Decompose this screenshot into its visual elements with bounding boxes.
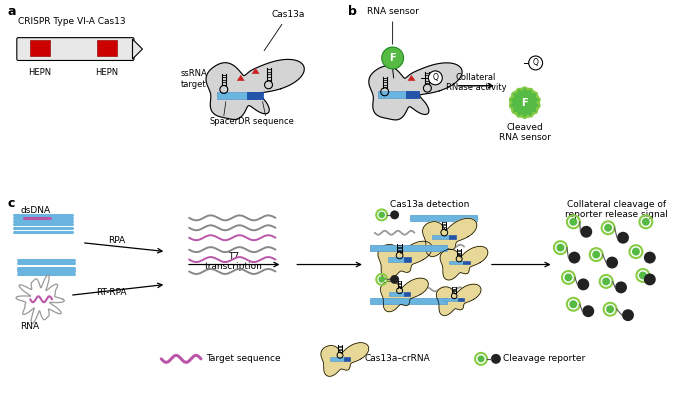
Polygon shape [440, 246, 488, 280]
Circle shape [577, 278, 589, 290]
Circle shape [639, 271, 647, 279]
Bar [329, 357, 344, 361]
Circle shape [569, 218, 577, 226]
Text: Cas13a detection: Cas13a detection [390, 200, 469, 209]
Circle shape [580, 226, 593, 238]
Text: HEPN: HEPN [95, 68, 119, 77]
FancyBboxPatch shape [17, 38, 134, 60]
Circle shape [382, 47, 403, 69]
Circle shape [606, 305, 614, 313]
Text: c: c [8, 197, 15, 210]
Bar [445, 297, 458, 301]
Circle shape [615, 281, 627, 293]
Circle shape [602, 277, 610, 285]
Text: T7
transcription: T7 transcription [205, 252, 263, 271]
Circle shape [569, 252, 580, 263]
Text: Collateral cleavage of
reporter release signal: Collateral cleavage of reporter release … [564, 200, 667, 219]
Text: CRISPR Type VI-A Cas13: CRISPR Type VI-A Cas13 [18, 17, 126, 26]
Text: RNA sensor: RNA sensor [366, 7, 419, 44]
Bar [370, 245, 447, 250]
Text: F: F [389, 53, 396, 63]
Circle shape [617, 232, 629, 244]
Text: HEPN: HEPN [29, 68, 51, 77]
Bar [217, 92, 257, 99]
Text: Q: Q [432, 73, 438, 82]
Polygon shape [423, 218, 477, 256]
Circle shape [642, 218, 650, 226]
Circle shape [593, 250, 600, 259]
Circle shape [512, 90, 538, 116]
Text: RT-RPA: RT-RPA [97, 288, 127, 297]
Bar [403, 292, 410, 296]
Text: RPA: RPA [108, 236, 125, 245]
Polygon shape [321, 343, 369, 376]
Polygon shape [436, 284, 481, 316]
Circle shape [632, 248, 640, 256]
Polygon shape [380, 278, 428, 312]
Text: dsDNA: dsDNA [21, 206, 51, 215]
Bar [406, 91, 419, 98]
Circle shape [491, 354, 501, 364]
Circle shape [644, 252, 656, 263]
Text: Cas13a–crRNA: Cas13a–crRNA [365, 354, 431, 363]
Text: Cleavage reporter: Cleavage reporter [503, 354, 585, 363]
Text: Collateral
RNase activity: Collateral RNase activity [446, 73, 506, 92]
Circle shape [390, 211, 399, 219]
Polygon shape [378, 241, 432, 279]
Circle shape [378, 212, 385, 218]
Polygon shape [510, 87, 540, 118]
Text: Cas13a: Cas13a [264, 10, 305, 51]
Bar [449, 261, 463, 264]
Bar [463, 261, 470, 264]
Polygon shape [206, 59, 304, 119]
Circle shape [529, 56, 543, 70]
Bar [449, 235, 456, 239]
Bar [247, 92, 262, 99]
Text: b: b [348, 6, 357, 18]
Bar [377, 91, 416, 98]
Bar [388, 258, 404, 261]
Text: Spacer: Spacer [210, 117, 238, 126]
Text: a: a [8, 6, 16, 18]
Text: Cleaved
RNA sensor: Cleaved RNA sensor [499, 122, 551, 142]
Bar [389, 292, 403, 296]
Bar [432, 235, 449, 239]
Bar [410, 215, 477, 221]
Bar [370, 298, 447, 304]
Text: F: F [521, 98, 528, 108]
Bar [344, 357, 351, 361]
Circle shape [516, 94, 534, 112]
Circle shape [477, 356, 484, 362]
Text: ssRNA
target: ssRNA target [181, 69, 208, 88]
Bar [404, 258, 412, 261]
Circle shape [390, 275, 399, 284]
Bar [458, 297, 464, 301]
Text: Target sequence: Target sequence [206, 354, 281, 363]
Polygon shape [251, 68, 260, 74]
Circle shape [564, 273, 573, 281]
Text: Q: Q [533, 58, 538, 68]
Polygon shape [237, 75, 245, 81]
Text: RNA: RNA [21, 322, 40, 331]
Text: DR sequence: DR sequence [238, 117, 293, 126]
Bar [30, 40, 50, 56]
Circle shape [556, 244, 564, 252]
Circle shape [378, 276, 385, 283]
Circle shape [606, 257, 618, 269]
Circle shape [622, 309, 634, 321]
Circle shape [644, 273, 656, 285]
Circle shape [604, 224, 612, 232]
Polygon shape [369, 63, 462, 120]
Polygon shape [408, 75, 416, 81]
Polygon shape [132, 39, 142, 59]
Circle shape [569, 300, 577, 308]
Bar [97, 40, 116, 56]
Circle shape [582, 305, 594, 317]
Circle shape [428, 71, 443, 85]
